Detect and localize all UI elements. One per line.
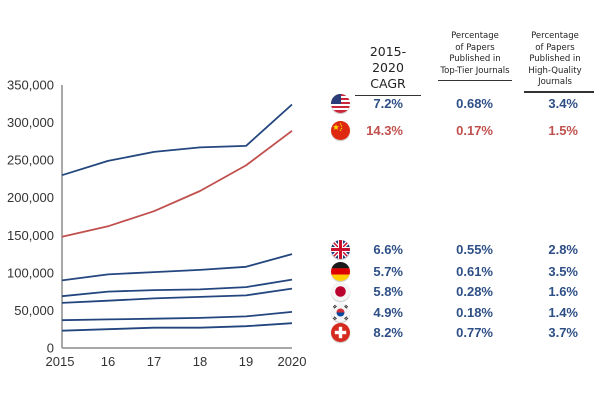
china-flag-icon	[331, 121, 350, 140]
top-tier-value: 0.68%	[456, 96, 493, 111]
header-cagr-line-1: 2015-2020	[369, 44, 407, 75]
top-tier-value: 0.17%	[456, 123, 493, 138]
high-quality-value: 2.8%	[548, 242, 578, 257]
header-cagr: 2015-2020 CAGR	[355, 44, 421, 96]
series-line-germany	[61, 278, 293, 298]
series-line-united-states	[61, 103, 293, 177]
series-lines	[61, 103, 293, 332]
header-underline	[524, 91, 594, 93]
y-tick-label: 150,000	[7, 228, 54, 243]
cagr-value: 4.9%	[373, 305, 403, 320]
cagr-value: 5.7%	[373, 264, 403, 279]
top-tier-value: 0.61%	[456, 264, 493, 279]
x-tick-label: 19	[239, 354, 253, 369]
x-tick-label: 2020	[278, 354, 307, 369]
y-tick-label: 350,000	[7, 78, 54, 93]
header-top-tier-line-1: Percentage	[451, 31, 499, 41]
header-high-quality-line-4: High-Quality Journals	[528, 65, 582, 88]
cagr-value: 5.8%	[373, 284, 403, 299]
x-tick-label: 2015	[46, 354, 75, 369]
cagr-value: 14.3%	[366, 123, 403, 138]
y-tick-label: 50,000	[14, 303, 54, 318]
high-quality-value: 3.7%	[548, 325, 578, 340]
series-line-south-korea	[61, 311, 293, 322]
header-underline	[438, 79, 512, 81]
high-quality-value: 3.5%	[548, 264, 578, 279]
top-tier-value: 0.77%	[456, 325, 493, 340]
table-row-south-korea: 4.9% 0.18% 1.4%	[0, 303, 600, 323]
series-line-japan	[61, 287, 293, 304]
header-high-quality: Percentage of Papers Published in High-Q…	[512, 31, 598, 93]
high-quality-value: 1.6%	[548, 284, 578, 299]
y-tick-label: 200,000	[7, 190, 54, 205]
top-tier-value: 0.28%	[456, 284, 493, 299]
cagr-value: 6.6%	[373, 242, 403, 257]
header-high-quality-line-2: of Papers	[535, 42, 575, 53]
switzerland-flag-icon	[331, 323, 350, 342]
table-row-us: 7.2% 0.68% 3.4%	[0, 94, 600, 114]
high-quality-value: 1.4%	[548, 305, 578, 320]
header-cagr-line-2: CAGR	[370, 76, 406, 91]
series-line-china	[61, 130, 293, 238]
top-tier-value: 0.18%	[456, 305, 493, 320]
series-line-switzerland	[61, 322, 293, 332]
us-flag-icon	[331, 94, 350, 113]
top-tier-value: 0.55%	[456, 242, 493, 257]
high-quality-value: 3.4%	[548, 96, 578, 111]
header-top-tier: Percentage of Papers Published in Top-Ti…	[438, 31, 512, 81]
header-underline	[355, 94, 421, 96]
y-tick-label: 300,000	[7, 115, 54, 130]
y-tick-label: 100,000	[7, 265, 54, 280]
x-tick-label: 18	[193, 354, 207, 369]
cagr-value: 8.2%	[373, 325, 403, 340]
table-row-uk: 6.6% 0.55% 2.8%	[0, 240, 600, 260]
cagr-value: 7.2%	[373, 96, 403, 111]
table-row-china: 14.3% 0.17% 1.5%	[0, 121, 600, 141]
header-top-tier-line-4: Top-Tier Journals	[440, 65, 510, 76]
japan-flag-icon	[331, 282, 350, 301]
header-high-quality-line-1: Percentage	[531, 31, 579, 41]
y-tick-label: 0	[47, 341, 54, 356]
header-top-tier-line-2: of Papers	[455, 42, 495, 53]
table-row-germany: 5.7% 0.61% 3.5%	[0, 262, 600, 282]
series-line-united-kingdom	[61, 253, 293, 282]
y-tick-label: 250,000	[7, 153, 54, 168]
line-chart: 0 50,000 100,000 150,000 200,000 250,000 300,0…	[7, 78, 307, 370]
y-axis-ticks: 0 50,000 100,000 150,000 200,000 250,000 300,0…	[7, 78, 54, 356]
table-row-switzerland: 8.2% 0.77% 3.7%	[0, 323, 600, 343]
header-high-quality-line-3: Published in	[529, 54, 581, 64]
germany-flag-icon	[331, 262, 350, 281]
x-axis-ticks: 2015 16 17 18 19 2020	[46, 354, 307, 369]
header-top-tier-line-3: Published in	[449, 54, 501, 64]
table-row-japan: 5.8% 0.28% 1.6%	[0, 282, 600, 302]
x-tick-label: 17	[147, 354, 161, 369]
uk-flag-icon	[331, 240, 350, 259]
high-quality-value: 1.5%	[548, 123, 578, 138]
x-tick-label: 16	[101, 354, 115, 369]
south-korea-flag-icon	[331, 303, 350, 322]
